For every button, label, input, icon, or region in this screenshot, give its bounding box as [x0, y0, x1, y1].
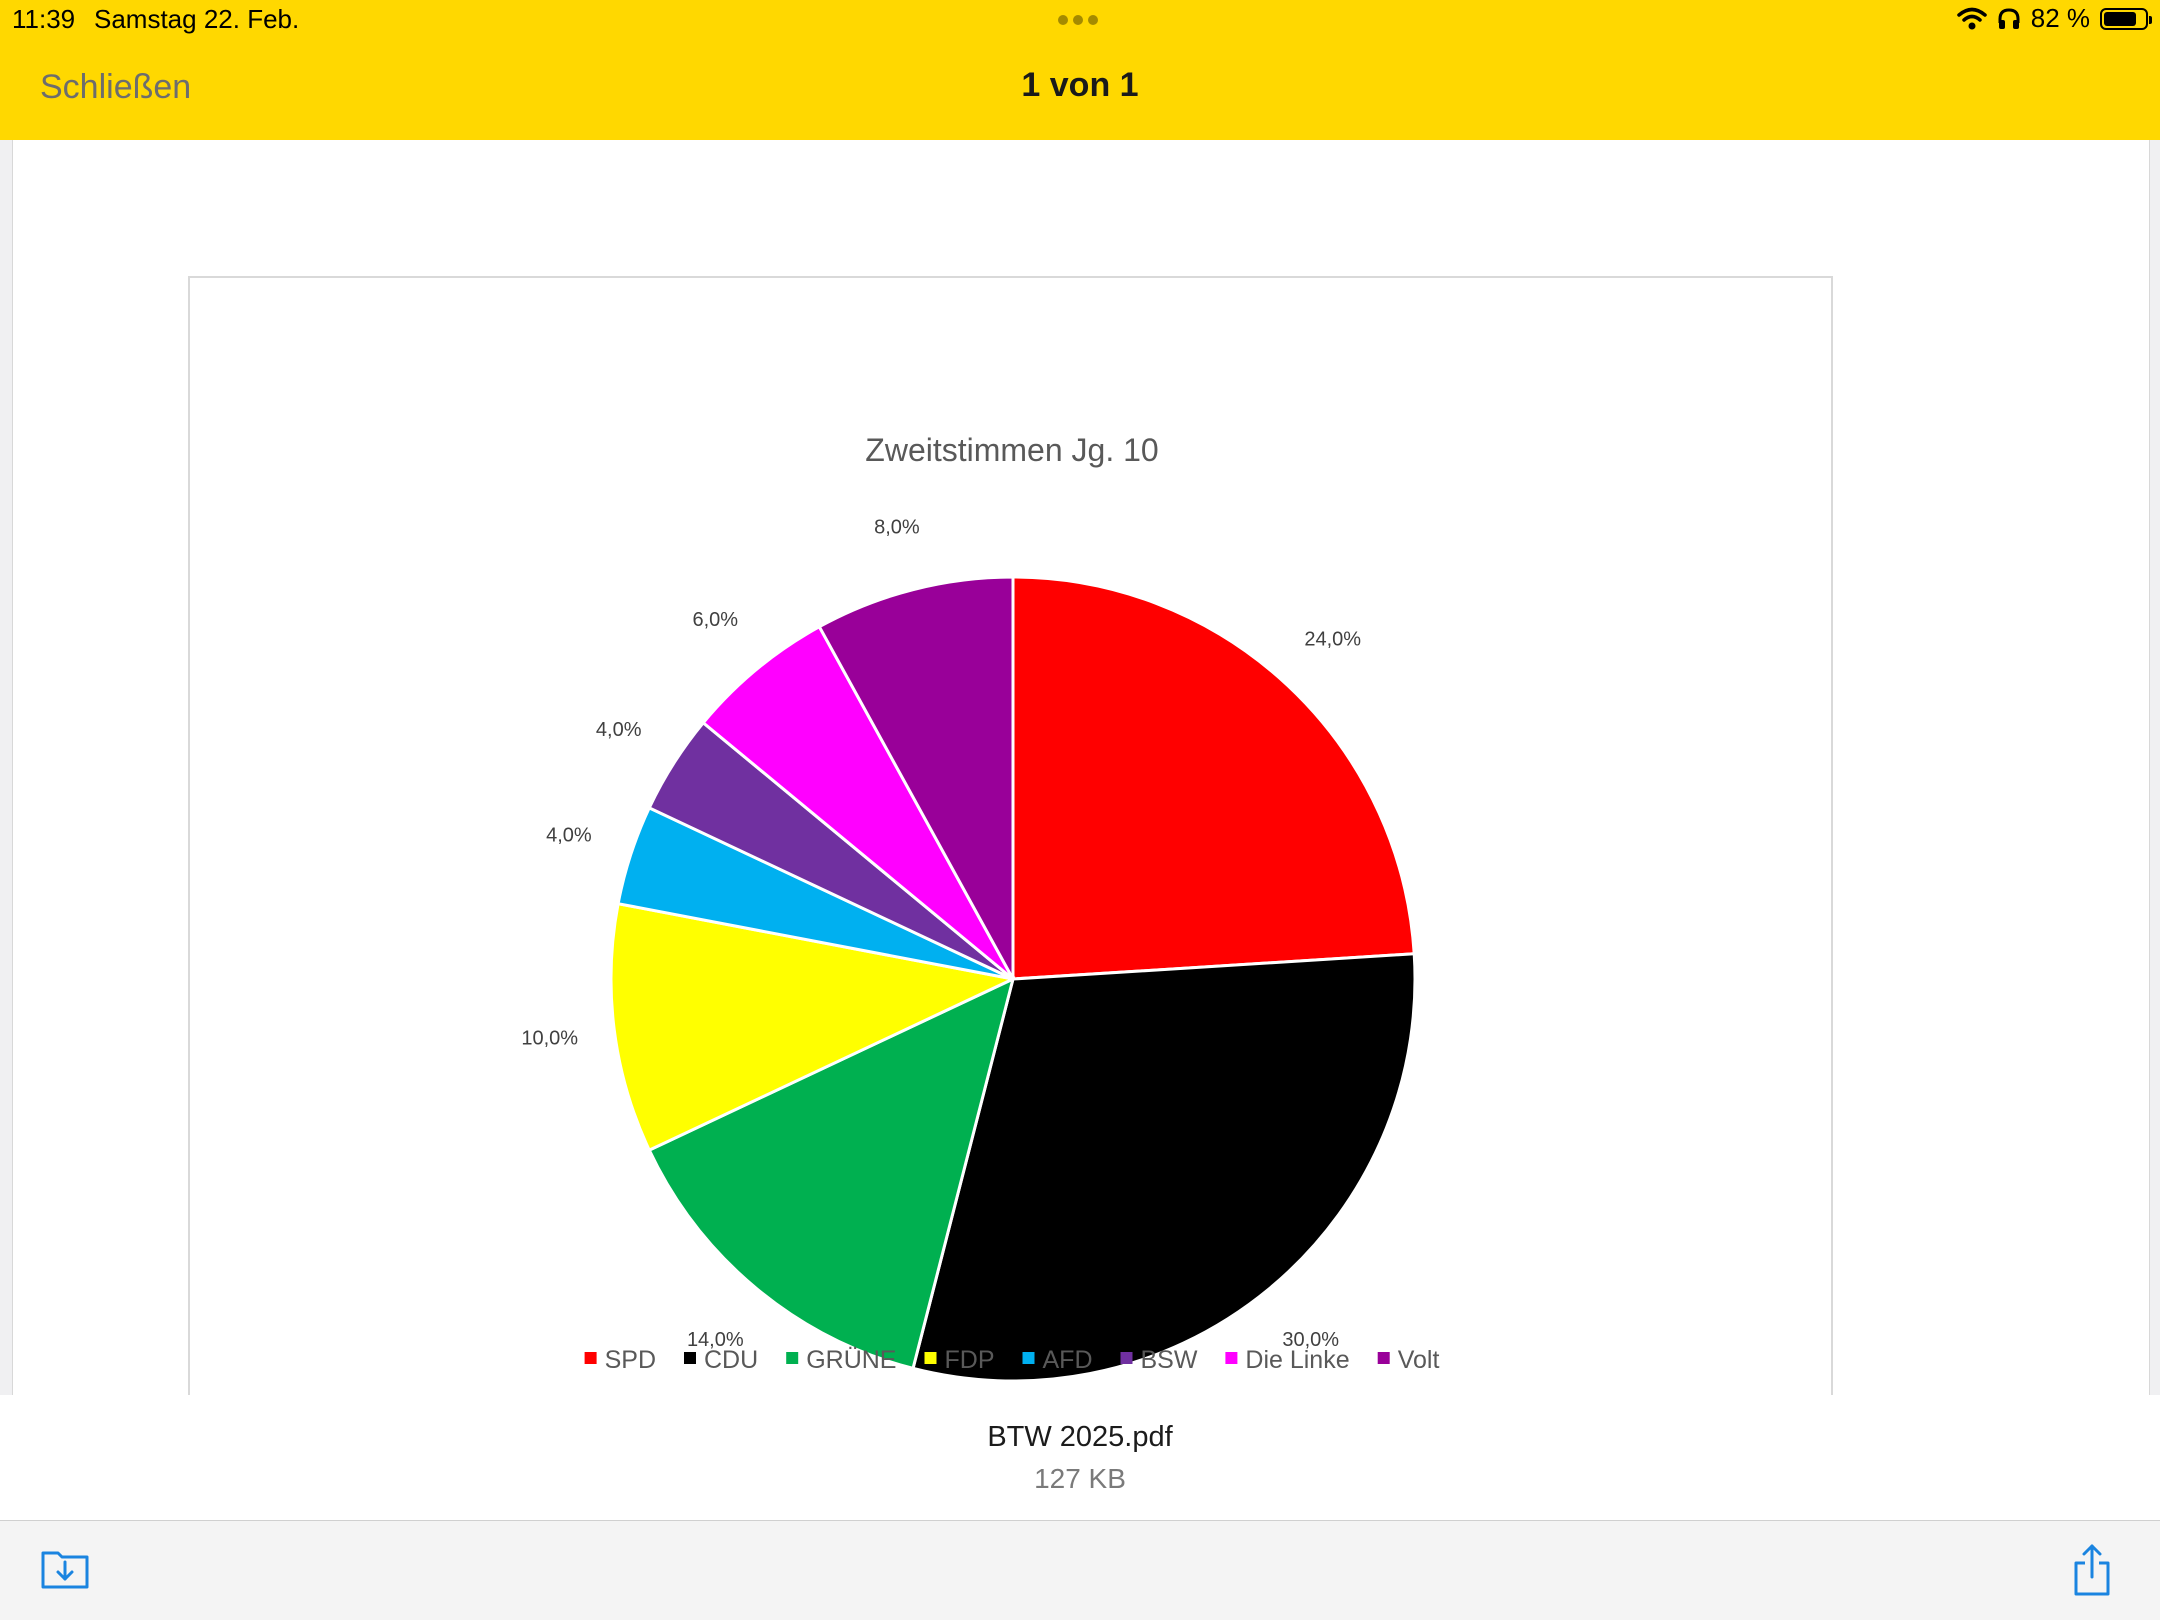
- status-time: 11:39: [12, 4, 76, 34]
- data-label-die-linke: 6,0%: [693, 609, 739, 631]
- data-label-bsw: 4,0%: [596, 719, 642, 741]
- chart-title: Zweitstimmen Jg. 10: [865, 432, 1158, 468]
- headphones-icon: [1998, 7, 2020, 29]
- legend-label-gruene: GRÜNE: [806, 1346, 896, 1374]
- pie-slice-cdu: [911, 952, 1417, 1383]
- page-counter: 1 von 1: [1021, 66, 1139, 104]
- close-button[interactable]: Schließen: [40, 68, 192, 106]
- legend-swatch-volt: [1377, 1352, 1390, 1364]
- pie-slice-gruene: [647, 976, 1016, 1371]
- data-label-spd: 24,0%: [1304, 629, 1361, 651]
- legend-label-afd: AFD: [1043, 1346, 1093, 1374]
- legend-label-fdp: FDP: [945, 1346, 995, 1374]
- save-to-files-icon[interactable]: [40, 1547, 90, 1591]
- data-label-gruene: 14,0%: [687, 1329, 744, 1351]
- legend-swatch-spd: [584, 1352, 597, 1364]
- pie-slice-volt: [817, 575, 1015, 980]
- file-name: BTW 2025.pdf: [987, 1421, 1173, 1453]
- multitasking-dots-icon[interactable]: [1058, 15, 1098, 25]
- legend-label-spd: SPD: [605, 1346, 656, 1374]
- legend-label-die-linke: Die Linke: [1245, 1346, 1349, 1374]
- legend-label-cdu: CDU: [704, 1346, 758, 1374]
- header-bar: 11:39 Samstag 22. Feb. 82 % Schließen 1 …: [0, 0, 2160, 140]
- wifi-icon: [1956, 7, 1987, 29]
- battery-percent: 82 %: [2030, 3, 2090, 33]
- file-info: BTW 2025.pdf 127 KB: [0, 1395, 2160, 1520]
- data-label-fdp: 10,0%: [521, 1028, 578, 1050]
- legend-swatch-afd: [1022, 1352, 1035, 1364]
- status-date: Samstag 22. Feb.: [94, 4, 300, 34]
- battery-fill: [2104, 11, 2136, 26]
- pie-chart: Zweitstimmen Jg. 10 24,0% 30,0% 14,0% 10,0%…: [521, 432, 1440, 1383]
- legend-label-volt: Volt: [1398, 1346, 1440, 1374]
- file-size: 127 KB: [1034, 1463, 1126, 1494]
- document-viewer[interactable]: Zweitstimmen Jg. 10 24,0% 30,0% 14,0% 10,0%…: [0, 140, 2160, 1401]
- data-label-cdu: 30,0%: [1282, 1329, 1339, 1351]
- pdf-page: Zweitstimmen Jg. 10 24,0% 30,0% 14,0% 10,0%…: [12, 140, 2150, 1401]
- data-label-afd: 4,0%: [546, 825, 592, 847]
- battery-icon: [2100, 7, 2152, 30]
- legend-label-bsw: BSW: [1141, 1346, 1198, 1374]
- legend-swatch-bsw: [1120, 1352, 1133, 1364]
- legend-swatch-cdu: [684, 1352, 696, 1364]
- data-label-volt: 8,0%: [874, 517, 920, 539]
- share-icon[interactable]: [2072, 1543, 2112, 1597]
- legend-swatch-fdp: [924, 1352, 937, 1364]
- chart-frame: Zweitstimmen Jg. 10 24,0% 30,0% 14,0% 10,0%…: [188, 276, 1833, 1401]
- legend-swatch-die-linke: [1225, 1352, 1238, 1364]
- pie-slice-fdp: [609, 901, 1018, 1153]
- legend-swatch-gruene: [786, 1352, 799, 1364]
- pie-slice-spd: [1011, 575, 1416, 981]
- pie-slice-die-linke: [701, 624, 1015, 981]
- status-right: 82 %: [1956, 3, 2152, 34]
- bottom-toolbar: [0, 1520, 2160, 1620]
